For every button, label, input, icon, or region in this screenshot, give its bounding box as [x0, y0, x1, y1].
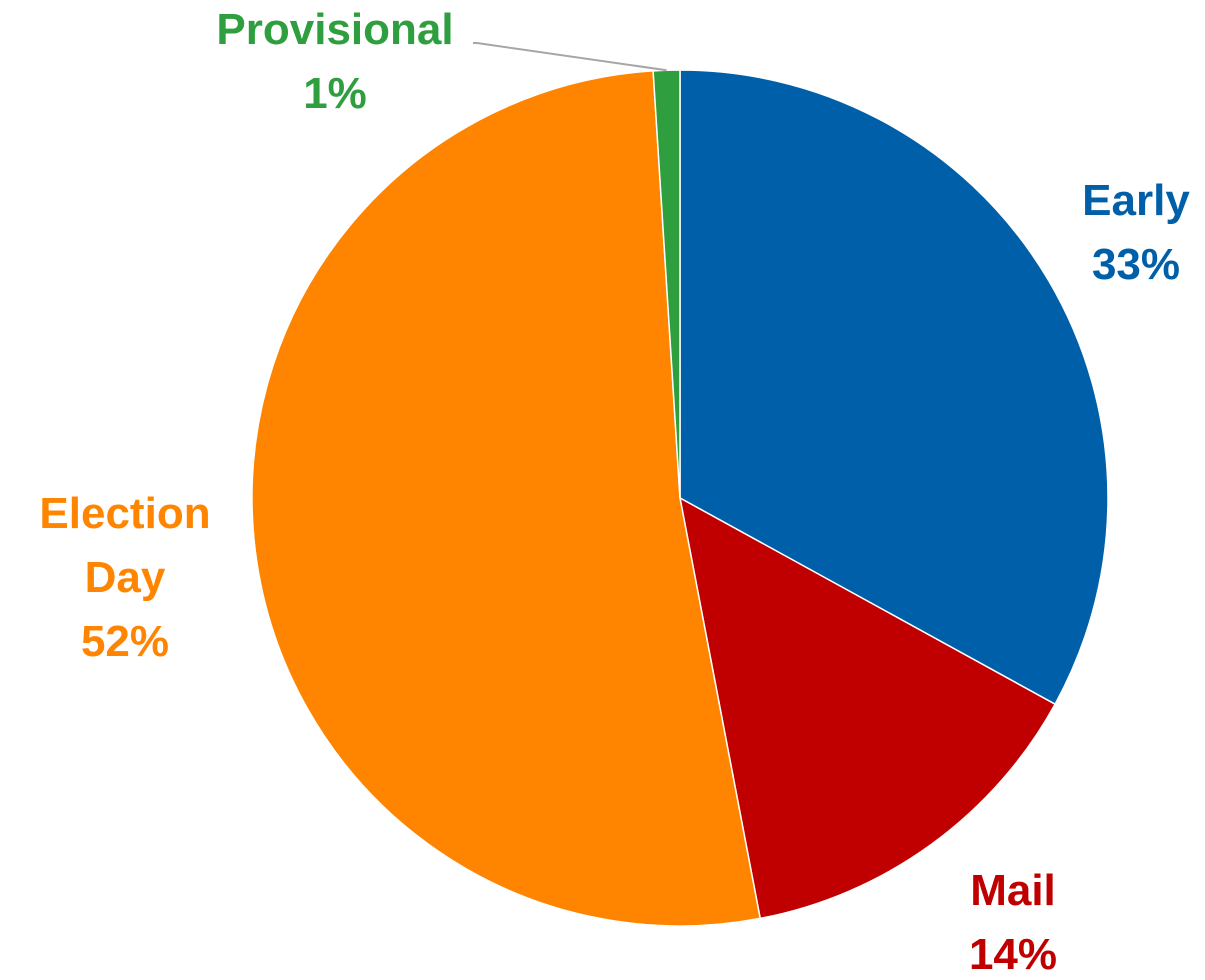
- slice-name-election-day: Election: [39, 489, 210, 538]
- slice-label-provisional: Provisional 1%: [216, 5, 453, 118]
- pie-slice-mail: [678, 496, 1057, 920]
- slice-label-mail: Mail 14%: [969, 866, 1057, 979]
- slice-label-early: Early 33%: [1082, 176, 1190, 289]
- pie-slice-provisional: [652, 69, 681, 499]
- slice-percent-provisional: 1%: [303, 69, 367, 118]
- leader-line-provisional: [473, 42, 667, 72]
- slice-name-provisional: Provisional: [216, 5, 453, 54]
- slice-percent-mail: 14%: [969, 930, 1057, 979]
- slice-percent-election-day: 52%: [81, 617, 169, 666]
- slice-label-election-day: Election Day 52%: [39, 489, 210, 666]
- slice-name-election-day: Day: [85, 553, 166, 602]
- pie-slice-early: [679, 69, 1109, 706]
- pie-slice-election-day: [251, 70, 762, 927]
- slice-name-mail: Mail: [970, 866, 1056, 915]
- slice-name-early: Early: [1082, 176, 1190, 225]
- pie-slices: [251, 69, 1109, 927]
- slice-percent-early: 33%: [1092, 240, 1180, 289]
- leader-lines: [473, 42, 667, 72]
- slice-labels: Early 33% Mail 14% Election Day 52% Provisional…: [39, 5, 1190, 979]
